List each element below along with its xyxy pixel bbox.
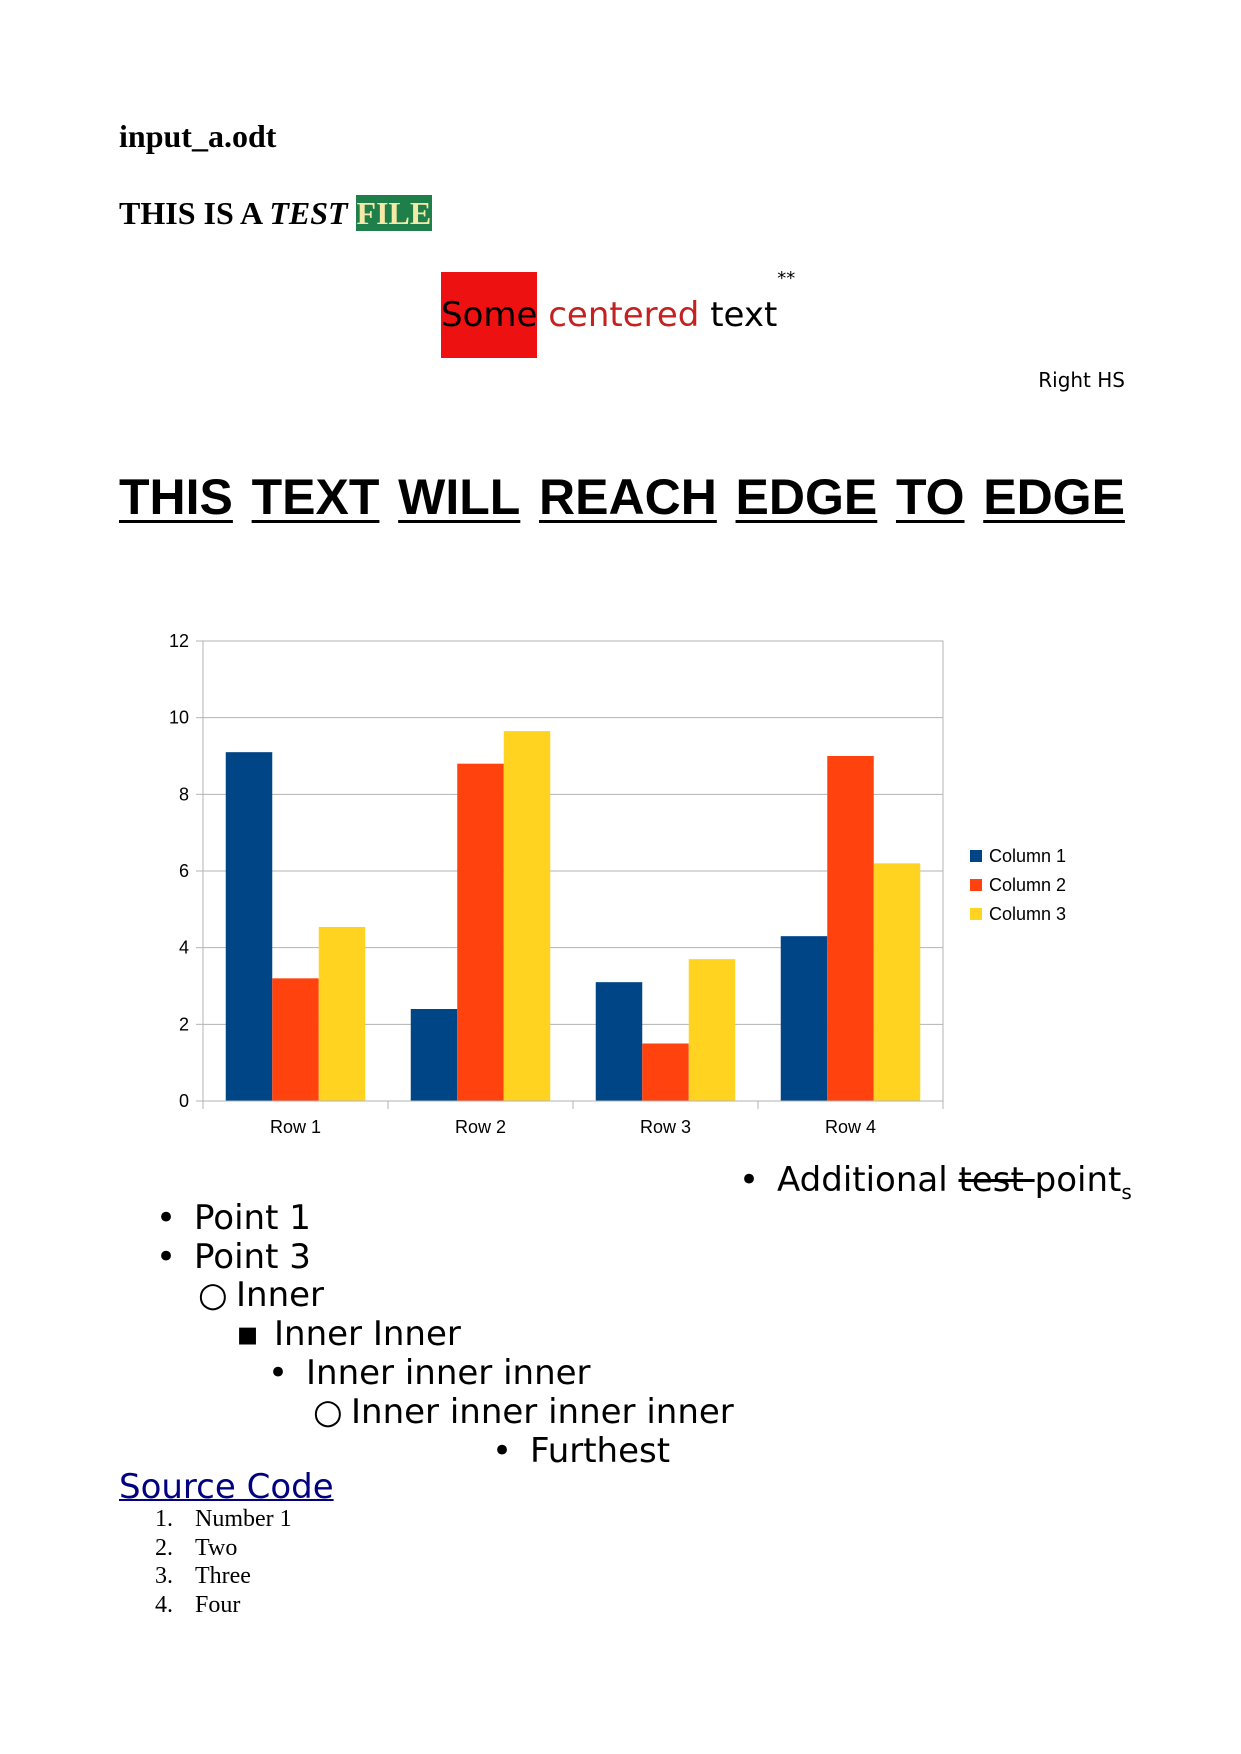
struck-text: test: [958, 1160, 1035, 1200]
plain-word: text: [710, 295, 778, 335]
red-word: centered: [548, 295, 700, 335]
bullet-mark: •: [268, 1353, 289, 1393]
additional-text-start: Additional: [777, 1160, 959, 1200]
bar: [688, 959, 736, 1101]
x-tick-label: Row 3: [640, 1117, 691, 1137]
item-number: 1.: [155, 1506, 173, 1532]
y-tick-label: 2: [179, 1014, 189, 1034]
item-number: 4.: [155, 1592, 173, 1618]
document-title: input_a.odt: [119, 118, 277, 154]
edge-word: WILL: [398, 469, 521, 525]
numbered-item: 4. Four: [155, 1592, 240, 1619]
y-tick-label: 4: [179, 938, 189, 958]
bar: [225, 752, 273, 1101]
bar: [410, 1009, 458, 1101]
legend-swatch: [970, 908, 982, 920]
item-text: Three: [195, 1563, 251, 1589]
item-number: 2.: [155, 1535, 173, 1561]
list-item: ○ Inner: [198, 1275, 324, 1315]
legend-label: Column 2: [989, 875, 1066, 895]
test-line-highlight: FILE: [355, 195, 433, 231]
list-item: • Inner inner inner: [268, 1353, 591, 1393]
bar: [873, 863, 921, 1101]
list-item-text: Furthest: [530, 1431, 671, 1471]
list-item-text: Inner: [236, 1275, 325, 1315]
list-item: • Point 3: [156, 1237, 311, 1277]
bullet-mark: ○: [198, 1275, 228, 1315]
subscript-text: s: [1121, 1180, 1132, 1204]
bullet-mark: ▪: [236, 1314, 260, 1354]
chart-axes: 0 2 4 6 8 10 12 Row 1 Row 2 Row 3 Row 4: [169, 631, 944, 1137]
x-tick-label: Row 4: [825, 1117, 876, 1137]
bar: [272, 978, 319, 1101]
item-text: Number 1: [195, 1506, 292, 1532]
red-box-word: Some: [441, 272, 538, 358]
numbered-item: 1. Number 1: [155, 1506, 292, 1533]
chart-legend: Column 1 Column 2 Column 3: [970, 846, 1066, 924]
bullet-mark: •: [739, 1160, 760, 1200]
edge-word: EDGE: [983, 469, 1125, 525]
edge-word: TEXT: [251, 469, 380, 525]
edge-to-edge-heading: THIS TEXT WILL REACH EDGE TO EDGE: [119, 468, 1125, 526]
bar: [827, 756, 874, 1101]
list-item-text: Point 1: [194, 1198, 311, 1238]
legend-label: Column 3: [989, 904, 1066, 924]
list-item-text: Inner inner inner inner: [351, 1392, 734, 1432]
bar: [457, 763, 504, 1101]
edge-word: TO: [895, 469, 965, 525]
superscript-marks: **: [777, 268, 796, 289]
bullet-mark: •: [156, 1237, 177, 1277]
bar: [780, 936, 828, 1101]
bar: [642, 1043, 689, 1101]
test-file-heading: THIS IS A TEST FILE: [119, 195, 433, 232]
legend-swatch: [970, 879, 982, 891]
y-tick-label: 12: [169, 631, 189, 651]
centered-text: Some centered text **: [441, 268, 795, 358]
item-text: Two: [195, 1535, 238, 1561]
legend-swatch: [970, 850, 982, 862]
list-item: ▪ Inner Inner: [236, 1314, 461, 1354]
list-item-text: Inner Inner: [274, 1314, 461, 1354]
test-line-italic: TEST: [269, 195, 348, 231]
x-tick-label: Row 2: [455, 1117, 506, 1137]
numbered-item: 2. Two: [155, 1535, 237, 1562]
test-line-prefix: THIS IS A: [119, 195, 270, 231]
bar: [503, 731, 551, 1101]
item-number: 3.: [155, 1563, 173, 1589]
edge-word: REACH: [539, 469, 717, 525]
item-text: Four: [195, 1592, 241, 1618]
additional-bullet: • Additional test points: [739, 1160, 1132, 1204]
additional-text-end: point: [1034, 1160, 1122, 1200]
y-tick-label: 10: [169, 708, 189, 728]
list-item: • Point 1: [156, 1198, 311, 1238]
bar: [318, 926, 366, 1101]
source-code-link[interactable]: Source Code: [119, 1467, 334, 1507]
legend-label: Column 1: [989, 846, 1066, 866]
y-tick-label: 8: [179, 784, 189, 804]
chart-bars: [225, 731, 921, 1101]
y-tick-label: 6: [179, 861, 189, 881]
right-aligned-text: Right HS: [1038, 368, 1125, 392]
list-item-text: Point 3: [194, 1237, 311, 1277]
list-item-text: Inner inner inner: [306, 1353, 591, 1393]
bar: [595, 982, 643, 1101]
bullet-mark: •: [492, 1431, 513, 1471]
edge-word: EDGE: [735, 469, 878, 525]
x-tick-label: Row 1: [270, 1117, 321, 1137]
bullet-mark: •: [156, 1198, 177, 1238]
y-tick-label: 0: [179, 1091, 189, 1111]
list-item: ○ Inner inner inner inner: [313, 1392, 734, 1432]
edge-word: THIS: [119, 469, 233, 525]
list-item: • Furthest: [492, 1431, 670, 1471]
numbered-item: 3. Three: [155, 1563, 251, 1590]
bullet-mark: ○: [313, 1392, 343, 1432]
